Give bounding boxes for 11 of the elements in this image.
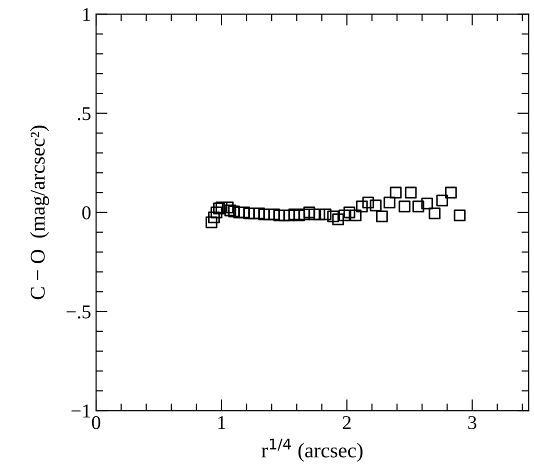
y-axis-title: C − O (mag/arcsec²) [30,126,50,300]
y-tick-label: −.5 [66,306,90,319]
x-axis-title: r$^{1/4}$ (arcsec) [262,438,363,462]
y-tick-label: −1 [72,404,90,418]
y-tick-label: .5 [78,107,90,120]
x-tick-label: 3 [468,416,476,430]
x-tick-label: 2 [342,416,351,429]
x-tick-label: 1 [218,416,226,429]
y-tick-label: 1 [83,8,90,21]
y-tick-label: 0 [82,206,91,220]
x-tick-label: 0 [92,416,100,430]
